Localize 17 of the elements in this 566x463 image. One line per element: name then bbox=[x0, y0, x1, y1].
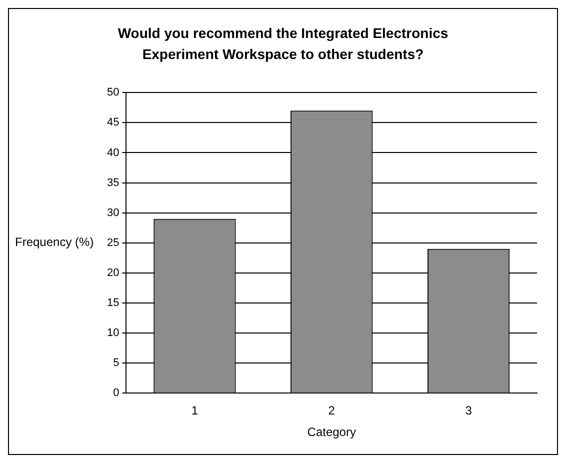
y-tick-label: 40 bbox=[106, 146, 120, 159]
x-tick-label: 3 bbox=[465, 404, 472, 418]
x-axis-title: Category bbox=[307, 425, 356, 440]
y-tick-label: 25 bbox=[106, 236, 120, 249]
y-tick-label: 30 bbox=[106, 206, 120, 219]
x-tick-label: 2 bbox=[328, 404, 336, 418]
x-tick-label: 1 bbox=[191, 404, 198, 418]
y-tick-label: 50 bbox=[106, 86, 120, 99]
y-tick-label: 35 bbox=[106, 176, 120, 189]
y-tick-label: 0 bbox=[113, 387, 120, 400]
y-tick-label: 20 bbox=[106, 266, 120, 279]
y-axis-title: Frequency (%) bbox=[15, 235, 94, 250]
y-tick-label: 15 bbox=[106, 297, 120, 310]
chart-title: Would you recommend the Integrated Electronics Experiment Workspace to other students? bbox=[116, 24, 450, 64]
y-tick-label: 10 bbox=[106, 327, 120, 340]
y-tick-label: 5 bbox=[113, 357, 120, 370]
y-tick-label: 45 bbox=[106, 116, 120, 129]
